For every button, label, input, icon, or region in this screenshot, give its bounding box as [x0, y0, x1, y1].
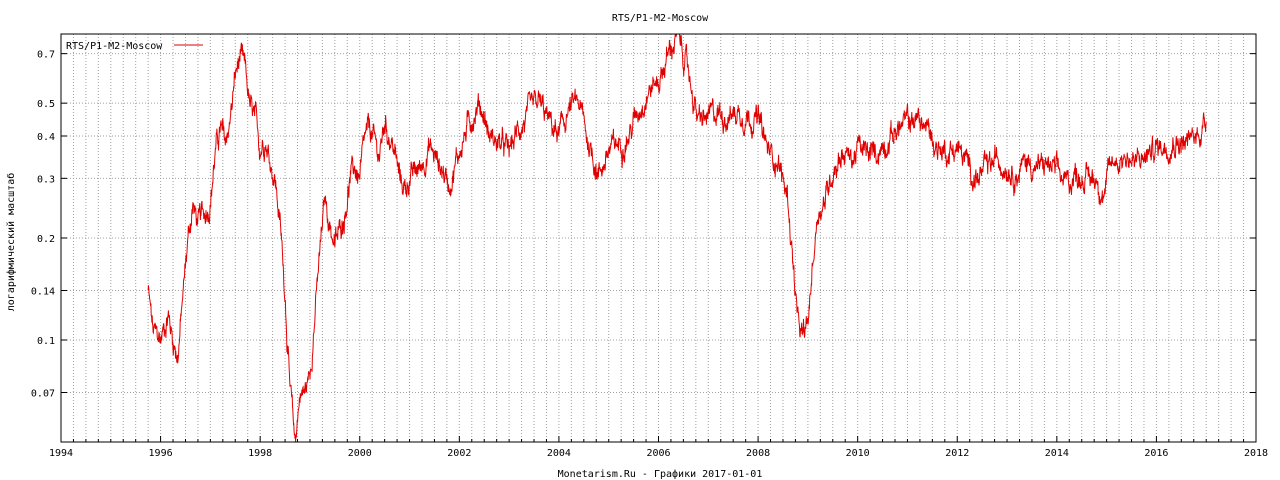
grid-lines [60, 34, 1257, 442]
x-tick-label: 2014 [1045, 448, 1069, 459]
x-tick-label: 2010 [846, 448, 870, 459]
x-tick-label: 2000 [348, 448, 372, 459]
x-axis: 1994 1996 1998 2000 2002 2004 2006 2008 2010 2012… [49, 436, 1268, 459]
series-line [147, 33, 1207, 443]
y-tick-label: 0.2 [37, 234, 55, 245]
y-tick-label: 0.3 [37, 174, 55, 185]
y-tick-label: 0.7 [37, 50, 55, 61]
chart-title: RTS/P1-M2-Moscow [612, 13, 709, 24]
y-axis-label: логарифмический масштаб [5, 173, 17, 311]
x-axis-label: Monetarism.Ru - Графики 2017-01-01 [558, 468, 763, 480]
x-tick-label: 1994 [49, 448, 73, 459]
y-axis: 0.07 0.1 0.14 0.2 0.3 0.4 0.5 0.7 [31, 50, 1256, 399]
y-tick-label: 0.14 [31, 286, 55, 297]
y-tick-label: 0.4 [37, 132, 55, 143]
legend: RTS/P1-M2-Moscow [66, 41, 203, 52]
x-tick-label: 2018 [1244, 448, 1268, 459]
x-tick-label: 2012 [945, 448, 969, 459]
x-tick-label: 1996 [149, 448, 173, 459]
plot-frame [60, 33, 1257, 443]
x-tick-label: 2006 [646, 448, 670, 459]
legend-label: RTS/P1-M2-Moscow [66, 41, 163, 52]
y-tick-label: 0.5 [37, 99, 55, 110]
x-tick-label: 1998 [248, 448, 272, 459]
y-tick-label: 0.07 [31, 388, 55, 399]
x-tick-label: 2008 [746, 448, 770, 459]
y-tick-label: 0.1 [37, 336, 55, 347]
x-tick-label: 2002 [447, 448, 471, 459]
x-tick-label: 2004 [547, 448, 571, 459]
x-tick-label: 2016 [1144, 448, 1168, 459]
